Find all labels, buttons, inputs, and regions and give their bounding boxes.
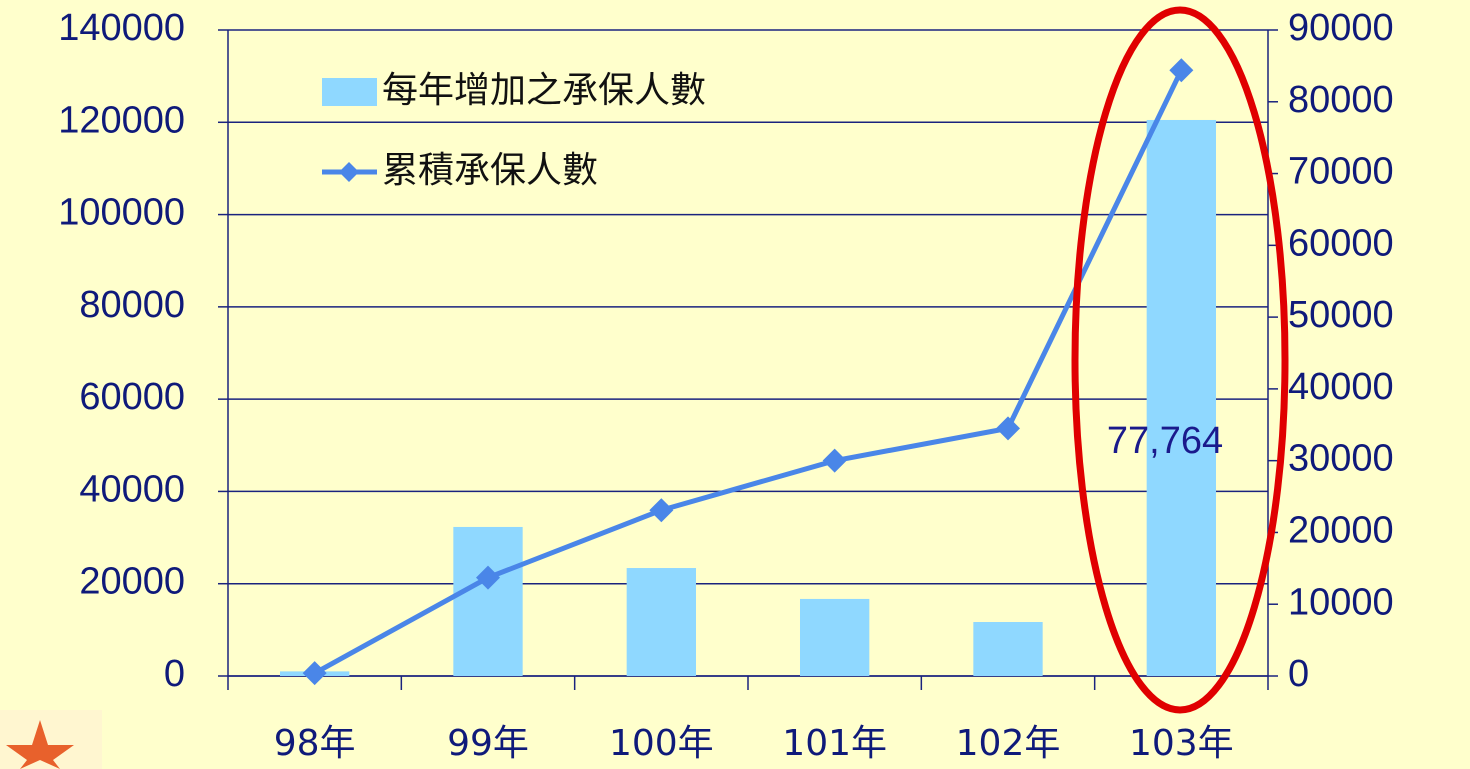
y2-tick-label: 70000 bbox=[1288, 151, 1394, 193]
bar bbox=[626, 568, 696, 676]
y2-tick-label: 10000 bbox=[1288, 581, 1394, 623]
y-tick-label: 80000 bbox=[79, 284, 185, 326]
bar bbox=[973, 622, 1043, 676]
highlight-ellipse bbox=[1071, 6, 1289, 714]
line-marker bbox=[1169, 58, 1194, 83]
bar bbox=[1146, 119, 1216, 676]
x-tick-label: 98年 bbox=[274, 723, 356, 764]
legend-label: 每年增加之承保人數 bbox=[382, 70, 706, 111]
y-tick-label: 60000 bbox=[79, 376, 185, 418]
y2-tick-label: 90000 bbox=[1288, 7, 1394, 49]
y-tick-label: 40000 bbox=[79, 468, 185, 510]
legend-label: 累積承保人數 bbox=[382, 150, 598, 191]
y-tick-label: 140000 bbox=[58, 7, 185, 49]
y2-tick-label: 0 bbox=[1288, 653, 1309, 695]
y-tick-label: 120000 bbox=[58, 99, 185, 141]
y2-tick-label: 40000 bbox=[1288, 366, 1394, 408]
legend-marker bbox=[339, 162, 359, 182]
x-tick-label: 100年 bbox=[609, 723, 714, 764]
x-tick-label: 101年 bbox=[782, 723, 887, 764]
bar bbox=[800, 598, 870, 676]
y2-tick-label: 50000 bbox=[1288, 294, 1394, 336]
x-tick-label: 103年 bbox=[1129, 723, 1234, 764]
logo-decoration bbox=[0, 710, 102, 769]
line-marker bbox=[822, 448, 847, 473]
bar bbox=[453, 526, 523, 676]
x-tick-label: 99年 bbox=[447, 723, 529, 764]
line-marker bbox=[649, 498, 674, 523]
annotation: 77,764 bbox=[1107, 420, 1223, 462]
line-marker bbox=[996, 416, 1020, 441]
line-marker bbox=[302, 661, 327, 686]
legend-swatch bbox=[322, 78, 377, 106]
y-tick-label: 20000 bbox=[79, 561, 185, 603]
line bbox=[313, 69, 1184, 676]
y2-tick-label: 20000 bbox=[1288, 509, 1394, 551]
y2-tick-label: 60000 bbox=[1288, 222, 1394, 264]
y2-tick-label: 80000 bbox=[1288, 79, 1394, 121]
x-tick-label: 102年 bbox=[956, 723, 1061, 764]
line-marker bbox=[476, 565, 500, 590]
y2-tick-label: 30000 bbox=[1288, 438, 1394, 480]
y-tick-label: 0 bbox=[164, 653, 185, 695]
y-tick-label: 100000 bbox=[58, 192, 185, 234]
